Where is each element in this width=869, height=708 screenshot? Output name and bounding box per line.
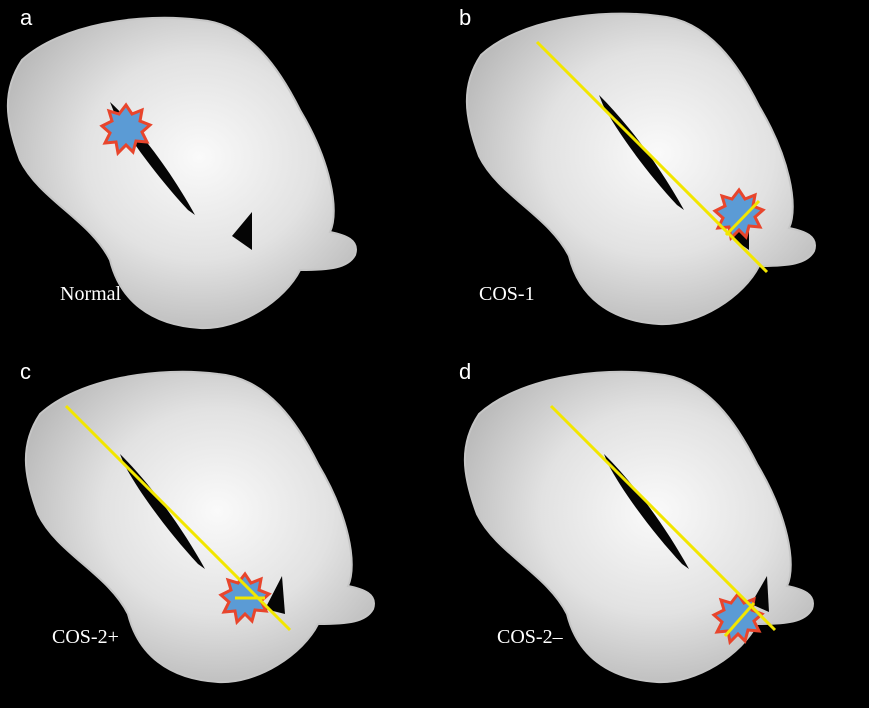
panel-letter: b [459,5,472,30]
panel-caption: COS-2+ [52,626,119,648]
notch [751,576,769,612]
notch [265,576,285,614]
panel-a: a Normal [0,0,430,350]
reference-line [64,404,292,632]
lesion-axis-line [723,602,756,637]
bone-shape [465,12,816,326]
panel-a-illustration [6,16,357,330]
panel-d: d COS-2– [439,354,869,704]
panel-d-illustration [463,370,814,684]
panel-caption: COS-2– [497,626,563,648]
panel-caption: COS-1 [479,283,535,305]
panel-caption: Normal [60,283,122,305]
fissure [604,454,689,569]
lesion-icon [99,102,153,157]
reference-line [549,404,777,632]
notch [232,212,252,250]
bone-shape [24,370,375,684]
panel-b: b COS-1 [439,0,869,350]
panel-letter: a [20,5,33,30]
panel-c-illustration [24,370,375,684]
panel-letter: d [459,359,472,384]
panel-c: c COS-2+ [0,354,430,704]
lesion-axis-line [724,199,761,237]
bone-shape [6,16,357,330]
panel-b-illustration [465,12,816,326]
panel-letter: c [20,359,31,384]
